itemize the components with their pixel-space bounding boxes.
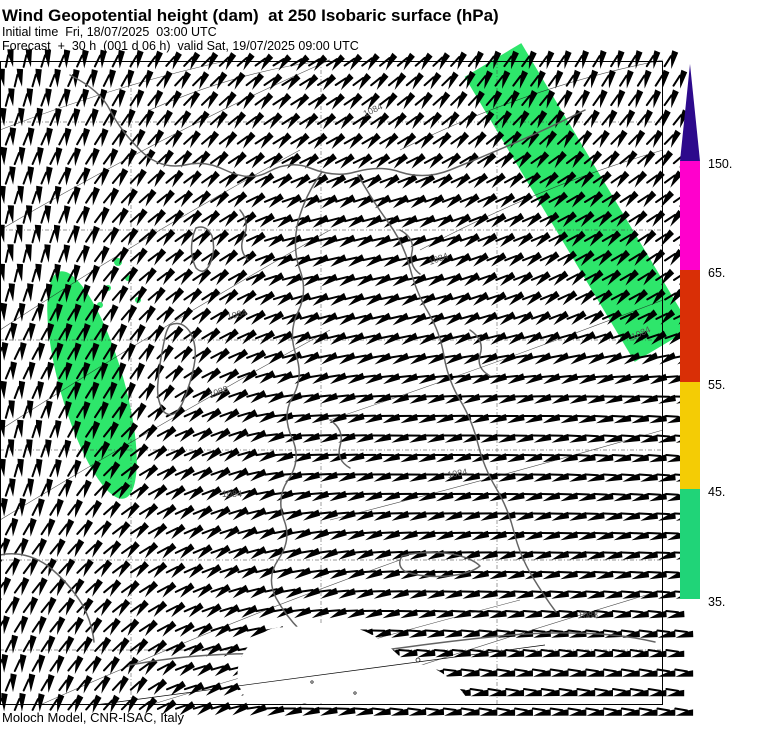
svg-text:1088: 1088 <box>578 610 598 620</box>
svg-text:55.: 55. <box>708 378 725 392</box>
svg-text:150.: 150. <box>708 157 732 171</box>
svg-text:1084: 1084 <box>222 489 242 499</box>
svg-text:35.: 35. <box>708 595 725 609</box>
svg-text:65.: 65. <box>708 266 725 280</box>
svg-text:45.: 45. <box>708 485 725 499</box>
